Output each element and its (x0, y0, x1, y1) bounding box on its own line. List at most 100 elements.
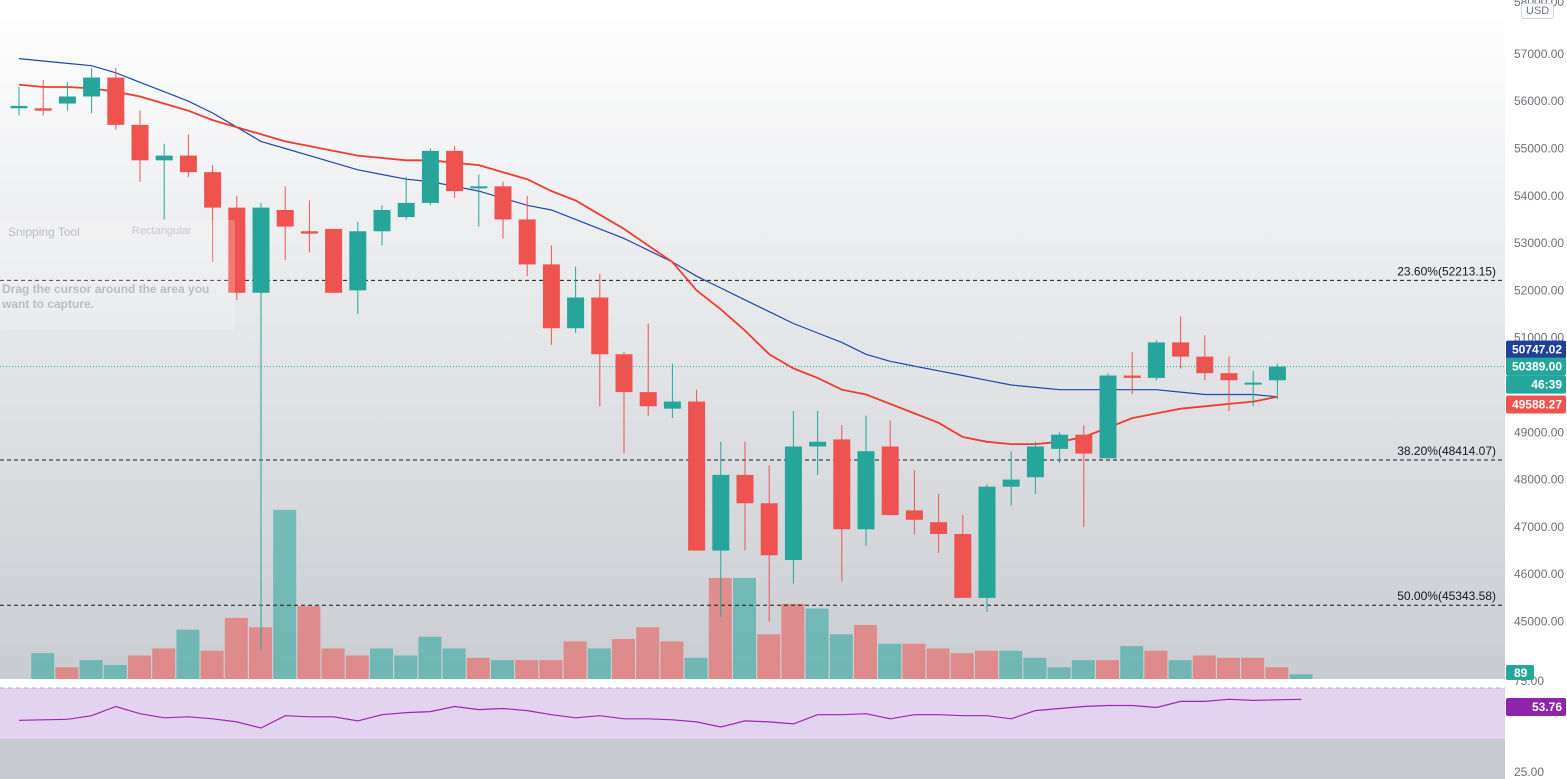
candle-body (1268, 366, 1286, 381)
volume-bar (418, 636, 442, 679)
candle (34, 79, 52, 116)
price-tag-bg (1506, 357, 1566, 376)
candle-body (228, 207, 246, 293)
candle-body (1244, 382, 1262, 385)
price-tag: 46:39 (1531, 378, 1562, 392)
candle (567, 266, 585, 333)
price-tick-label: 46000.00 (1514, 567, 1564, 581)
volume-bar (1071, 660, 1095, 679)
volume-bar (1096, 660, 1119, 679)
candle-body (131, 124, 149, 161)
candle (736, 441, 754, 551)
volume-bar (1289, 674, 1313, 679)
candles (10, 68, 1286, 650)
volume-bar (515, 660, 539, 679)
candle-body (179, 155, 197, 173)
volume-bar (636, 627, 660, 679)
candle-body (905, 510, 923, 520)
volume-tag-bg (1506, 665, 1534, 680)
volume-bar (31, 653, 55, 679)
candle (688, 389, 706, 551)
volume-bar (297, 606, 321, 679)
candle (204, 165, 222, 263)
candle-body (1147, 342, 1165, 378)
price-tag: 50747.02 (1512, 343, 1562, 357)
candle-body (760, 503, 778, 556)
currency-label[interactable]: USD (1521, 3, 1555, 19)
volume-bar (878, 643, 902, 679)
price-axis: 57000.00 56000.00 55000.00 54000.00 53000.00… (1514, 0, 1564, 629)
rsi-line (18, 698, 1302, 729)
volume-bar (200, 650, 224, 679)
candle-body (494, 186, 512, 220)
candle (252, 202, 270, 650)
candle (954, 515, 972, 598)
candle-body (881, 446, 899, 516)
candle-body (58, 96, 76, 104)
candle-body (1123, 375, 1141, 378)
volume-bar (684, 657, 708, 679)
candle (470, 174, 488, 227)
fib-label: 50.00%(45343.58) (1397, 589, 1496, 603)
candle-body (591, 297, 609, 355)
candle-body (954, 533, 972, 598)
candle (663, 363, 681, 419)
candle (107, 68, 125, 130)
candle-body (373, 209, 391, 232)
candle (373, 205, 391, 246)
candle (10, 87, 28, 116)
price-tag-bg (1506, 340, 1566, 359)
candle (179, 134, 197, 177)
candle-body (567, 297, 585, 329)
candle (1123, 351, 1141, 395)
candle-body (639, 392, 657, 407)
candle (615, 351, 633, 454)
volume-bar (805, 608, 829, 679)
candle (1075, 425, 1093, 527)
volume-bar (1120, 646, 1144, 679)
candle-body (325, 228, 343, 293)
candle (591, 273, 609, 407)
candle-body (712, 474, 730, 551)
candle-body (1075, 434, 1093, 454)
candle (228, 195, 246, 300)
volume-bar (1192, 655, 1216, 679)
price-tags: 50747.02 50389.00 46:39 49588.27 53.76 89 (1506, 340, 1566, 716)
candle (881, 420, 899, 516)
candle-body (1002, 479, 1020, 487)
candle (1026, 441, 1044, 494)
candle-body (663, 401, 681, 409)
candle-body (542, 264, 560, 329)
snipping-tool-overlay: Snipping Tool Rectangular Drag the curso… (0, 220, 235, 330)
candle (276, 186, 294, 260)
candle-body (688, 401, 706, 551)
volume-bar (563, 641, 587, 679)
candle-body (1196, 356, 1214, 374)
rsi-lower-shade (0, 739, 1505, 779)
candle (930, 493, 948, 553)
volume-bar (103, 664, 127, 679)
snipping-tool-message: Drag the cursor around the area you want… (2, 282, 210, 311)
volume-bar (539, 660, 563, 679)
candle-body (1220, 373, 1238, 381)
volume-bar (79, 660, 103, 679)
volume-bar (394, 655, 418, 679)
candle (857, 415, 875, 546)
candle-body (83, 77, 101, 97)
candle (131, 110, 149, 182)
price-tick-label: 53000.00 (1514, 236, 1564, 250)
volume-tag: 89 (1514, 666, 1528, 680)
candle-body (34, 108, 52, 111)
candle (58, 82, 76, 111)
chart-background (0, 0, 1505, 679)
candle (1147, 340, 1165, 381)
volume-bar (321, 648, 345, 679)
candle-body (518, 219, 536, 265)
fib-label: 23.60%(52213.15) (1397, 264, 1496, 278)
price-tick-label: 54000.00 (1514, 189, 1564, 203)
price-tick-label: 55000.00 (1514, 142, 1564, 156)
volume-bar (587, 648, 611, 679)
candle-body (252, 207, 270, 293)
